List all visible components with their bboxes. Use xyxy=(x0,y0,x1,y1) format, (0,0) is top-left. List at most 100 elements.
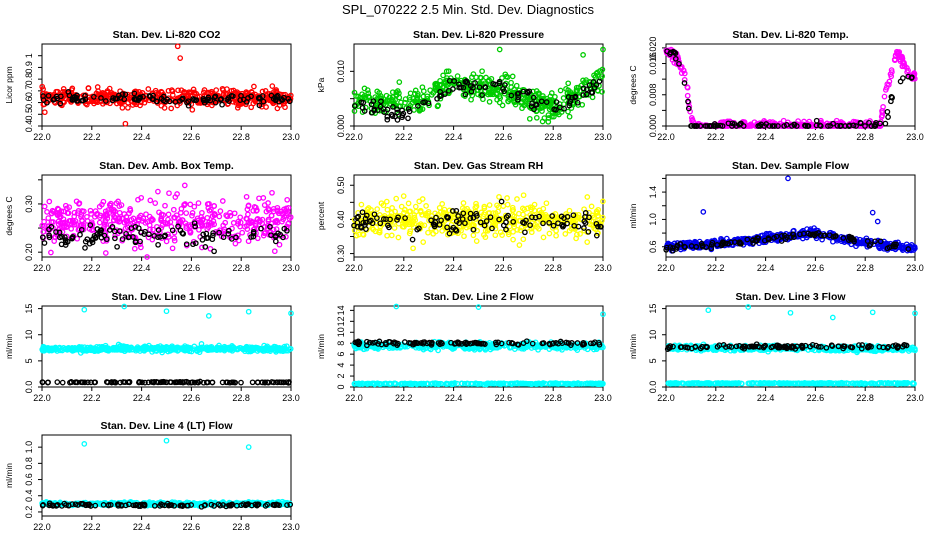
data-point xyxy=(69,233,76,240)
data-point xyxy=(455,213,462,219)
data-point xyxy=(479,68,485,75)
panel-title: Stan. Dev. Li-820 CO2 xyxy=(113,29,221,41)
data-point xyxy=(546,219,552,226)
data-point xyxy=(351,89,358,96)
data-point xyxy=(399,107,405,114)
data-point xyxy=(76,344,83,350)
data-series xyxy=(351,77,603,123)
data-point xyxy=(45,215,52,221)
data-point xyxy=(802,123,809,129)
data-point xyxy=(243,193,250,200)
data-point xyxy=(729,120,736,127)
data-point xyxy=(744,236,751,243)
data-point xyxy=(123,214,130,220)
data-point xyxy=(553,99,560,105)
data-point xyxy=(186,90,193,97)
data-point xyxy=(693,244,699,250)
data-point xyxy=(94,211,100,218)
data-point xyxy=(791,234,797,241)
data-point xyxy=(155,188,161,195)
data-point xyxy=(172,214,178,221)
data-point xyxy=(417,106,424,113)
data-point xyxy=(65,345,72,352)
data-point xyxy=(362,104,369,111)
data-point xyxy=(270,95,277,102)
x-tick-label: 22.4 xyxy=(445,132,463,142)
x-tick-label: 22.8 xyxy=(856,263,874,273)
data-point xyxy=(515,96,521,103)
data-point xyxy=(549,113,555,120)
data-point xyxy=(478,209,485,216)
data-point xyxy=(503,226,509,233)
data-point xyxy=(268,379,275,385)
data-point xyxy=(269,189,275,196)
data-point xyxy=(207,97,214,104)
data-point xyxy=(78,214,84,220)
data-point xyxy=(383,198,390,205)
data-point xyxy=(277,231,284,238)
y-tick-label: 0.010 xyxy=(336,60,346,83)
x-tick-label: 22.6 xyxy=(183,263,201,273)
data-point xyxy=(872,238,878,245)
data-point xyxy=(147,197,154,204)
data-point xyxy=(395,234,402,241)
data-point xyxy=(510,218,517,225)
data-point xyxy=(139,379,145,386)
data-point xyxy=(536,225,542,232)
data-point xyxy=(575,211,582,218)
plot-frame xyxy=(353,43,604,127)
data-point xyxy=(771,123,778,129)
data-point xyxy=(521,206,528,213)
x-tick-label: 22.0 xyxy=(33,393,51,403)
data-point xyxy=(775,123,781,129)
data-point xyxy=(88,379,94,386)
data-point xyxy=(384,206,391,213)
data-point xyxy=(145,86,152,92)
data-point xyxy=(846,233,853,240)
data-point xyxy=(364,87,371,93)
data-point xyxy=(583,86,590,93)
y-tick-label: 0.6 xyxy=(24,96,34,109)
data-point xyxy=(351,108,358,114)
data-point xyxy=(227,213,234,219)
data-point xyxy=(688,123,695,129)
data-point xyxy=(401,206,408,213)
data-point xyxy=(121,219,128,226)
data-point xyxy=(196,226,202,233)
data-point xyxy=(267,223,273,230)
data-point xyxy=(501,88,507,95)
data-series xyxy=(351,380,606,388)
data-point xyxy=(116,218,123,225)
data-point xyxy=(884,108,891,115)
data-point xyxy=(469,74,475,81)
data-point xyxy=(59,347,66,354)
data-point xyxy=(168,105,175,112)
data-point xyxy=(531,201,538,208)
data-point xyxy=(413,99,420,106)
data-point xyxy=(524,225,531,231)
data-point xyxy=(119,104,126,111)
data-point xyxy=(257,218,263,225)
data-point xyxy=(59,379,66,386)
data-point xyxy=(74,235,81,242)
data-point xyxy=(501,90,508,97)
data-point xyxy=(355,213,362,220)
data-point xyxy=(678,64,685,70)
data-point xyxy=(776,232,783,239)
data-point xyxy=(562,231,569,237)
data-point xyxy=(685,98,691,105)
y-axis-label: Licor ppm xyxy=(4,66,14,103)
data-point xyxy=(396,79,403,85)
data-point xyxy=(595,88,601,94)
data-point xyxy=(850,122,857,129)
data-point xyxy=(510,236,516,243)
data-point xyxy=(419,84,426,91)
data-point xyxy=(495,208,501,215)
data-point xyxy=(141,345,148,351)
data-point xyxy=(164,220,171,227)
x-tick-label: 22.2 xyxy=(83,393,101,403)
data-point xyxy=(64,210,71,216)
data-point xyxy=(423,203,429,209)
data-point xyxy=(900,75,906,81)
data-point xyxy=(196,346,203,353)
